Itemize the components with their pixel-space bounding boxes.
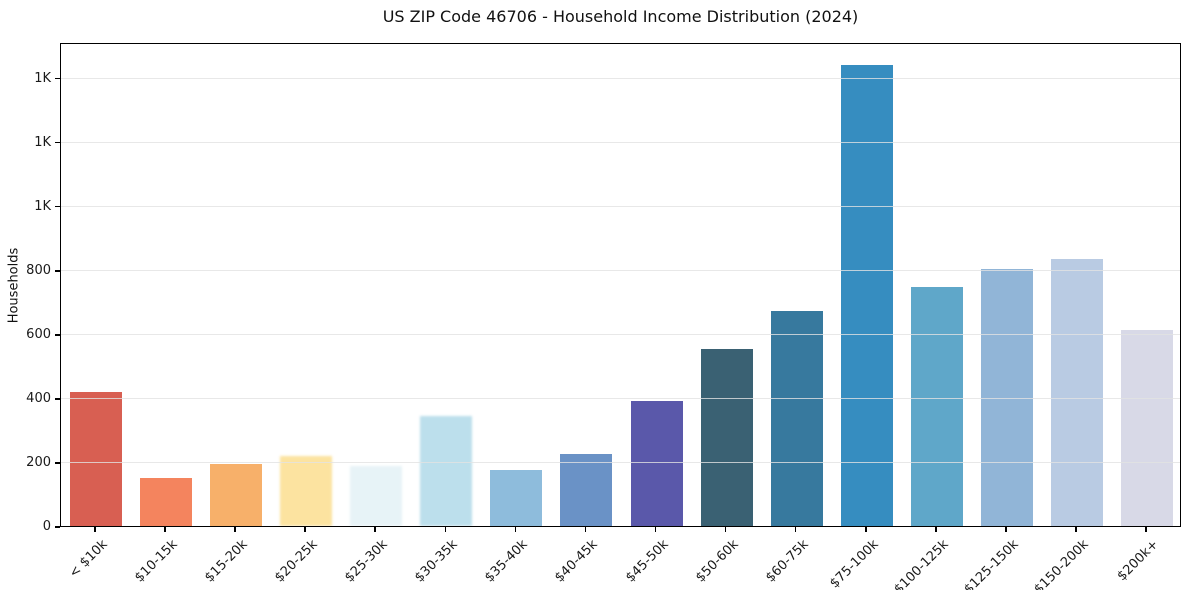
x-tick-mark xyxy=(654,527,657,532)
x-tick-label: $25-30k xyxy=(342,537,391,586)
bar xyxy=(980,269,1033,526)
x-tick-mark xyxy=(94,527,96,532)
x-tick-mark xyxy=(1075,527,1077,532)
bar xyxy=(1050,258,1103,526)
x-tick-label: $30-35k xyxy=(412,537,461,586)
x-tick-mark xyxy=(444,527,447,532)
x-tick-label: $20-25k xyxy=(272,537,321,586)
y-tick-label: 1K xyxy=(34,198,51,214)
gridline xyxy=(61,206,1180,208)
bar xyxy=(560,453,613,526)
x-tick-label: $45-50k xyxy=(622,537,672,586)
x-tick-mark xyxy=(1145,527,1147,532)
y-tick-label: 200 xyxy=(26,454,51,470)
bar xyxy=(280,455,333,526)
x-tick-label: $35-40k xyxy=(482,537,532,586)
y-tick-mark xyxy=(55,77,60,80)
y-tick-mark xyxy=(55,205,60,208)
x-tick-mark xyxy=(864,527,867,532)
y-tick-mark xyxy=(55,269,60,272)
x-tick-label: $100-125k xyxy=(891,537,952,590)
y-tick-label: 0 xyxy=(42,519,51,534)
y-tick-label: 400 xyxy=(26,390,51,406)
y-tick-mark xyxy=(55,461,60,464)
x-tick-mark xyxy=(374,527,377,532)
x-tick-mark xyxy=(934,527,937,532)
bar xyxy=(70,392,123,526)
bar xyxy=(770,310,823,526)
gridline xyxy=(61,78,1180,80)
x-tick-mark xyxy=(1005,527,1007,532)
x-tick-label: $150-200k xyxy=(1031,537,1092,590)
bar xyxy=(910,286,963,526)
x-tick-mark xyxy=(304,527,306,532)
bar xyxy=(840,65,893,526)
bar xyxy=(1120,330,1173,526)
plot-area xyxy=(60,43,1181,527)
x-tick-label: $10-15k xyxy=(132,537,181,586)
x-tick-mark xyxy=(514,527,517,532)
x-tick-label: $125-150k xyxy=(961,537,1022,590)
x-tick-mark xyxy=(234,527,236,532)
bar xyxy=(350,465,403,526)
y-tick-label: 800 xyxy=(26,262,51,278)
x-tick-label: $15-20k xyxy=(202,537,251,586)
bar xyxy=(700,348,753,526)
y-tick-mark xyxy=(55,333,60,336)
bar xyxy=(420,416,473,526)
gridline xyxy=(61,142,1180,144)
bar xyxy=(140,477,193,526)
x-tick-label: < $10k xyxy=(66,537,111,582)
x-tick-mark xyxy=(164,527,166,532)
y-tick-label: 1K xyxy=(34,134,51,150)
y-tick-label: 600 xyxy=(26,326,51,342)
x-tick-mark xyxy=(794,527,797,532)
x-tick-label: $60-75k xyxy=(762,537,812,586)
x-tick-label: $75-100k xyxy=(826,537,882,590)
y-tick-mark xyxy=(55,526,60,528)
y-tick-mark xyxy=(55,397,60,400)
x-tick-label: $200k+ xyxy=(1114,537,1162,585)
bar xyxy=(210,464,263,526)
y-tick-label: 1K xyxy=(34,70,51,86)
x-tick-mark xyxy=(724,527,727,532)
y-tick-mark xyxy=(55,141,60,144)
x-tick-mark xyxy=(584,527,587,532)
y-axis-label: Households xyxy=(6,247,22,324)
x-tick-label: $40-45k xyxy=(552,537,602,586)
chart-title: US ZIP Code 46706 - Household Income Dis… xyxy=(382,7,859,26)
bar xyxy=(630,401,683,526)
x-tick-label: $50-60k xyxy=(692,537,742,586)
bar xyxy=(490,469,543,526)
